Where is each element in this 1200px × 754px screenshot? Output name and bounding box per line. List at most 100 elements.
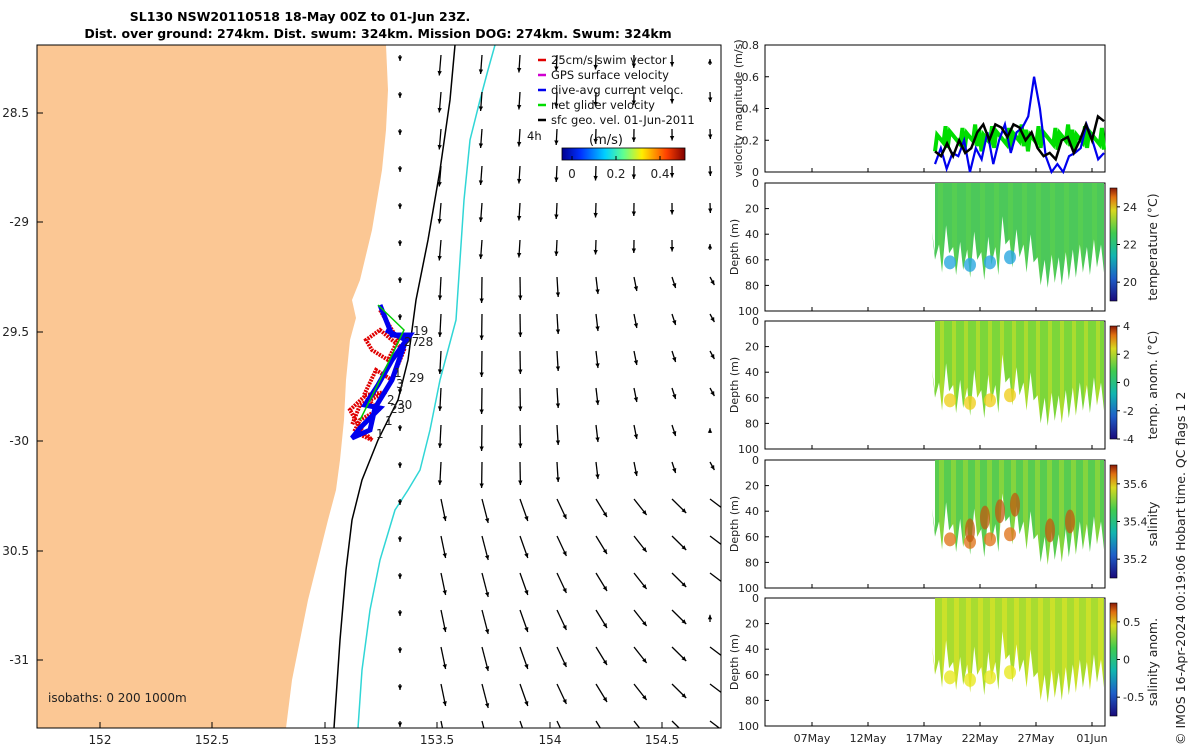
depth-tick-label: 60: [745, 392, 759, 405]
day-label: 1: [376, 427, 384, 441]
colorbar-tick-label: -4: [1123, 433, 1134, 446]
day-label: 28: [418, 335, 433, 349]
colorbar-tick-label: 0.2: [606, 167, 625, 181]
panel-colorbar: [1110, 188, 1117, 301]
depth-tick-label: 80: [745, 279, 759, 292]
lat-tick-label: -30: [9, 434, 29, 448]
salinity-max: [1065, 509, 1075, 533]
colorbar-label: salinity anom.: [1145, 618, 1160, 706]
lat-tick-label: 30.5: [2, 544, 29, 558]
lon-tick-label: 152: [89, 733, 112, 747]
legend-entry: sfc geo. vel. 01-Jun-2011: [551, 113, 695, 127]
colorbar-tick-label: 20: [1123, 276, 1137, 289]
profile-feature: [984, 670, 996, 684]
speed-colorbar: [562, 148, 685, 160]
date-tick-label: 22May: [962, 732, 999, 745]
salinity-max: [995, 499, 1005, 523]
colorbar-tick-label: 0: [1123, 377, 1130, 390]
salinity-max: [1010, 493, 1020, 517]
depth-tick-label: 20: [745, 480, 759, 493]
colorbar-tick-label: 24: [1123, 201, 1137, 214]
salinity-max: [1045, 518, 1055, 542]
depth-tick-label: 0: [752, 454, 759, 467]
colorbar-tick-label: 4: [1123, 320, 1130, 333]
lat-tick-label: -29: [9, 215, 29, 229]
colorbar-tick-label: 0.4: [650, 167, 669, 181]
vel-ylabel: velocity magnitude (m/s): [732, 39, 745, 177]
lat-tick-label: -31: [9, 653, 29, 667]
profile-feature: [1004, 527, 1016, 541]
colorbar-tick-label: 0: [1123, 654, 1130, 667]
profile-feature: [984, 255, 996, 269]
depth-tick-label: 40: [745, 505, 759, 518]
depth-ylabel: Depth (m): [728, 496, 741, 552]
profile-feature: [944, 393, 956, 407]
depth-tick-label: 60: [745, 531, 759, 544]
colorbar-tick-label: 35.2: [1123, 553, 1148, 566]
depth-tick-label: 80: [745, 417, 759, 430]
title-line1: SL130 NSW20110518 18-May 00Z to 01-Jun 2…: [130, 9, 471, 24]
date-tick-label: 07May: [794, 732, 831, 745]
profile-feature: [1004, 388, 1016, 402]
lat-tick-label: 28.5: [2, 106, 29, 120]
date-tick-label: 01Jun: [1076, 732, 1107, 745]
colorbar-tick-label: 35.4: [1123, 516, 1148, 529]
isobaths-label: isobaths: 0 200 1000m: [48, 691, 187, 705]
colorbar-tick-label: 22: [1123, 239, 1137, 252]
depth-tick-label: 0: [752, 177, 759, 190]
depth-tick-label: 40: [745, 643, 759, 656]
depth-tick-label: 60: [745, 669, 759, 682]
colorbar-tick-label: 35.6: [1123, 478, 1148, 491]
panel-colorbar: [1110, 326, 1117, 439]
lon-tick-label: 154: [539, 733, 562, 747]
day-label: 29: [409, 371, 424, 385]
panel-colorbar: [1110, 465, 1117, 578]
colorbar-label: temp. anom. (°C): [1145, 331, 1160, 440]
depth-tick-label: 100: [738, 720, 759, 733]
date-tick-label: 12May: [850, 732, 887, 745]
panel-colorbar: [1110, 603, 1117, 716]
lat-tick-label: 29.5: [2, 325, 29, 339]
colorbar-label: salinity: [1145, 501, 1160, 546]
profile-feature: [964, 396, 976, 410]
depth-tick-label: 80: [745, 556, 759, 569]
colorbar-tick-label: -0.5: [1123, 691, 1144, 704]
colorbar-tick-label: 0: [568, 167, 576, 181]
depth-tick-label: 60: [745, 254, 759, 267]
legend-entry: net glider velocity: [551, 98, 655, 112]
depth-tick-label: 40: [745, 228, 759, 241]
profile-feature: [944, 670, 956, 684]
depth-tick-label: 0: [752, 592, 759, 605]
lon-tick-label: 153: [314, 733, 337, 747]
footer-credit: © IMOS 16-Apr-2024 00:19:06 Hobart time.…: [1173, 392, 1188, 745]
depth-tick-label: 0: [752, 315, 759, 328]
lon-tick-label: 153.5: [420, 733, 454, 747]
profile-feature: [1004, 665, 1016, 679]
lon-tick-label: 154.5: [645, 733, 679, 747]
speed-label: 4h: [527, 129, 542, 143]
panel-sal_anom: 0 20 40 60 80 100 Depth (m) 07May 12May 17May 22Ma…: [728, 592, 1160, 745]
colorbar-tick-label: 0.5: [1123, 616, 1141, 629]
depth-tick-label: 20: [745, 618, 759, 631]
date-tick-label: 27May: [1018, 732, 1055, 745]
colorbar-label: temperature (°C): [1145, 193, 1160, 300]
legend-entry: 25cm/s swim vector: [551, 53, 667, 67]
date-tick-label: 17May: [906, 732, 943, 745]
legend-entry: GPS surface velocity: [551, 68, 669, 82]
depth-tick-label: 80: [745, 694, 759, 707]
profile-feature: [944, 255, 956, 269]
profile-feature: [984, 393, 996, 407]
lon-tick-label: 152.5: [195, 733, 229, 747]
colorbar-title: (m/s): [589, 133, 623, 148]
colorbar-tick-label: -2: [1123, 405, 1134, 418]
depth-ylabel: Depth (m): [728, 634, 741, 690]
profile-feature: [944, 532, 956, 546]
profile-feature: [984, 532, 996, 546]
depth-tick-label: 40: [745, 366, 759, 379]
depth-tick-label: 20: [745, 203, 759, 216]
depth-ylabel: Depth (m): [728, 357, 741, 413]
